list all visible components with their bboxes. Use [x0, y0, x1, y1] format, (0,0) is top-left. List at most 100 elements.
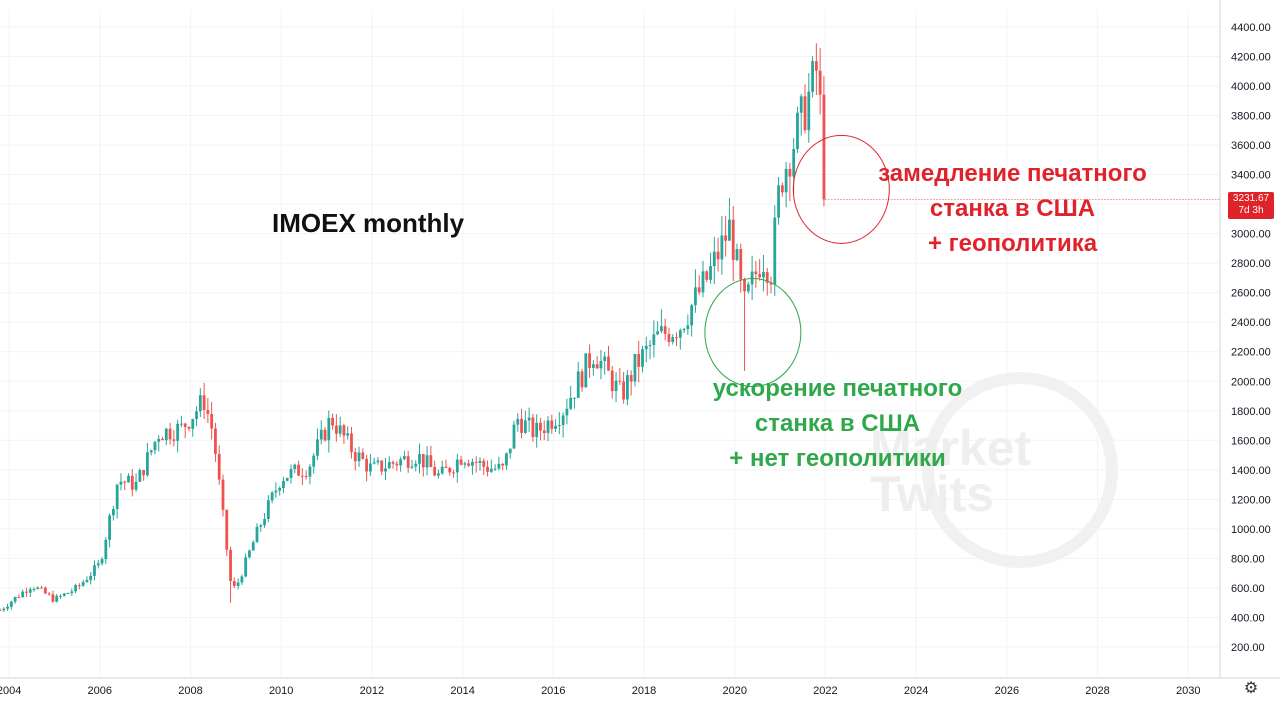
candle-body — [384, 468, 387, 472]
x-tick-label: 2026 — [995, 685, 1019, 697]
candle-body — [701, 271, 705, 293]
candle-body — [368, 463, 372, 472]
candle-body — [172, 439, 176, 441]
candle-body — [323, 429, 327, 441]
candle-body — [625, 375, 629, 400]
candle-body — [365, 458, 369, 472]
candle-body — [130, 475, 134, 490]
candle-body — [134, 481, 138, 490]
candle-body — [603, 356, 607, 362]
candle-body — [712, 251, 716, 267]
annotation-acceleration-line2: станка в США — [754, 410, 921, 437]
gear-icon[interactable]: ⚙ — [1243, 680, 1259, 697]
candle-body — [599, 361, 603, 369]
candle-body — [633, 353, 637, 382]
candle-body — [297, 464, 300, 476]
candle-body — [418, 453, 421, 464]
candle-body — [164, 428, 168, 441]
y-tick-label: 1400.00 — [1231, 465, 1271, 477]
candle-body — [777, 185, 780, 218]
candle-body — [728, 219, 731, 241]
candle-body — [724, 235, 728, 241]
candle-body — [108, 515, 112, 540]
candle-body — [331, 417, 334, 426]
candle-body — [338, 425, 342, 434]
candle-body — [372, 462, 376, 464]
candle-body — [111, 508, 115, 516]
y-tick-label: 4000.00 — [1231, 81, 1271, 93]
candle-body — [622, 381, 626, 400]
candle-body — [584, 353, 588, 388]
candle-body — [505, 453, 508, 466]
candle-body — [807, 91, 811, 131]
candle-body — [93, 565, 96, 576]
x-tick-label: 2006 — [88, 685, 112, 697]
candle-body — [304, 476, 308, 478]
candle-body — [289, 469, 293, 478]
candle-body — [784, 168, 788, 193]
y-tick-label: 1000.00 — [1231, 524, 1271, 536]
candle-body — [531, 417, 535, 438]
x-tick-label: 2010 — [269, 685, 293, 697]
y-tick-label: 800.00 — [1231, 553, 1265, 565]
candle-body — [183, 423, 187, 428]
candle-body — [180, 423, 183, 425]
annotation-circle-green — [704, 278, 802, 388]
candle-body — [754, 271, 758, 275]
candle-body — [523, 420, 527, 433]
candle-body — [482, 460, 486, 467]
candle-body — [542, 430, 546, 433]
annotation-slowdown-line3: + геополитика — [927, 230, 1098, 257]
x-tick-label: 2016 — [541, 685, 565, 697]
candle-body — [127, 475, 130, 483]
candle-body — [43, 587, 47, 594]
candle-body — [119, 481, 123, 485]
candle-body — [788, 168, 792, 177]
x-tick-label: 2030 — [1176, 685, 1200, 697]
candle-body — [17, 597, 21, 599]
candle-body — [474, 461, 478, 463]
y-tick-label: 2400.00 — [1231, 317, 1271, 329]
x-tick-label: 2022 — [813, 685, 837, 697]
candle-body — [452, 472, 455, 474]
candle-body — [0, 610, 2, 612]
candle-body — [55, 595, 59, 602]
candle-body — [588, 353, 591, 368]
candle-body — [25, 591, 28, 593]
candle-body — [512, 424, 516, 449]
candle-body — [346, 433, 350, 436]
candle-body — [709, 266, 712, 280]
candle-body — [342, 425, 346, 436]
candle-body — [595, 364, 599, 369]
candle-body — [463, 463, 467, 465]
candle-body — [557, 425, 561, 427]
candle-body — [678, 330, 682, 338]
candle-body — [429, 455, 433, 468]
annotation-acceleration: ускорение печатного станка в США + нет г… — [680, 371, 995, 476]
candle-body — [225, 509, 229, 550]
candle-body — [361, 452, 365, 459]
candle-body — [153, 441, 157, 451]
candle-body — [546, 420, 550, 433]
y-tick-label: 3600.00 — [1231, 140, 1271, 152]
candle-body — [641, 349, 644, 367]
candle-body — [765, 272, 769, 283]
candle-body — [2, 608, 6, 611]
candle-body — [796, 112, 799, 150]
candle-body — [486, 466, 489, 472]
candle-body — [96, 563, 100, 566]
x-tick-label: 2012 — [360, 685, 384, 697]
candle-body — [799, 96, 803, 113]
candle-body — [259, 525, 263, 527]
y-tick-label: 2600.00 — [1231, 288, 1271, 300]
y-tick-label: 3000.00 — [1231, 229, 1271, 241]
candle-body — [221, 479, 225, 510]
candle-body — [202, 395, 206, 410]
candle-body — [236, 582, 240, 586]
y-tick-label: 400.00 — [1231, 612, 1265, 624]
x-tick-label: 2020 — [722, 685, 746, 697]
candle-body — [675, 337, 678, 339]
candle-body — [565, 408, 569, 416]
